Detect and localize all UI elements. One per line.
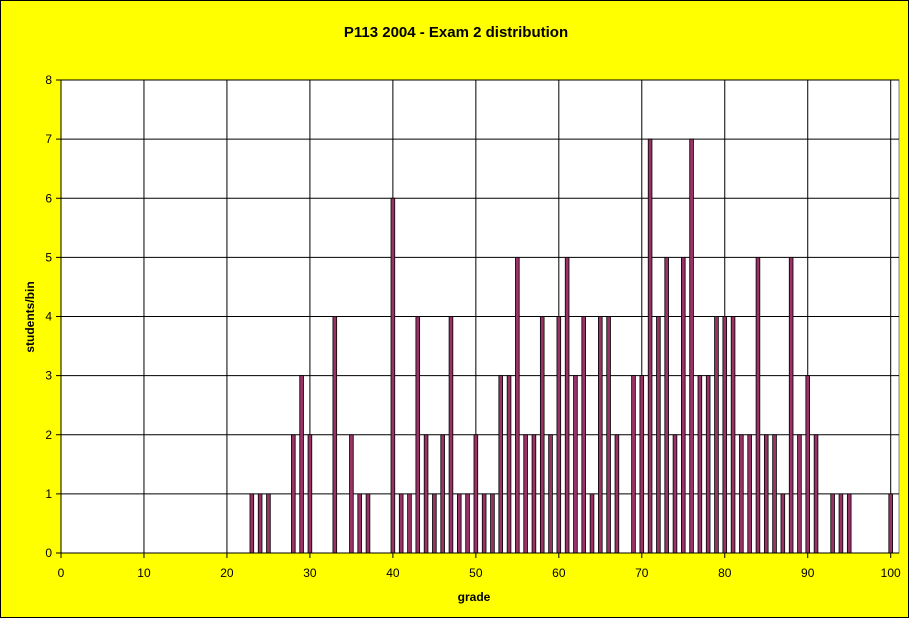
bar (349, 434, 354, 554)
bar (813, 434, 819, 554)
bar (291, 434, 296, 554)
bar (647, 138, 653, 554)
bar (780, 493, 786, 554)
bar (730, 316, 736, 554)
bar (556, 316, 562, 554)
bar (672, 434, 678, 554)
bar (722, 316, 728, 554)
x-tick-label: 100 (881, 566, 901, 580)
axes (56, 79, 899, 558)
bar (448, 316, 454, 554)
bar (614, 434, 620, 554)
bar (689, 138, 694, 554)
x-tick-label: 80 (718, 566, 732, 580)
bar (755, 256, 761, 554)
bar (797, 434, 802, 554)
bar (407, 493, 412, 554)
y-tick-label: 8 (45, 73, 52, 87)
bar (763, 434, 769, 554)
x-tick-label: 50 (469, 566, 483, 580)
bar (697, 375, 703, 554)
bar (390, 197, 396, 554)
bar (498, 375, 504, 554)
y-tick-label: 6 (45, 191, 52, 205)
y-tick-label: 2 (45, 428, 52, 442)
bar (423, 434, 429, 554)
bar (299, 375, 304, 554)
bar (548, 434, 553, 554)
bar (365, 493, 371, 554)
y-axis-title: students/bin (23, 281, 37, 352)
bar (739, 434, 744, 554)
bar (705, 375, 711, 554)
bar (573, 375, 578, 554)
bar (432, 493, 437, 554)
bar (440, 434, 445, 554)
bar (515, 256, 520, 554)
x-axis-title: grade (458, 590, 491, 604)
x-tick-label: 90 (801, 566, 815, 580)
bar (398, 493, 404, 554)
bar (598, 316, 603, 554)
bar (539, 316, 545, 554)
bar (888, 493, 893, 554)
x-tick-label: 40 (386, 566, 400, 580)
x-tick-label: 60 (552, 566, 566, 580)
y-tick-label: 3 (45, 369, 52, 383)
x-tick-label: 70 (635, 566, 649, 580)
x-tick-label: 20 (220, 566, 234, 580)
bar (531, 434, 537, 554)
bar (664, 256, 669, 554)
bar (266, 493, 271, 554)
bar (772, 434, 777, 554)
x-tick-label: 30 (303, 566, 317, 580)
bar (473, 434, 479, 554)
chart-title: P113 2004 - Exam 2 distribution (344, 24, 568, 41)
bar (490, 493, 495, 554)
bar (307, 434, 313, 554)
y-tick-label: 7 (45, 132, 52, 146)
bar (639, 375, 645, 554)
bar (656, 316, 661, 554)
y-tick-labels: 0 1 2 3 4 5 6 7 8 (45, 73, 52, 560)
bar (481, 493, 487, 554)
bar (846, 493, 852, 554)
bar (523, 434, 528, 554)
y-tick-label: 5 (45, 250, 52, 264)
bar (564, 256, 570, 554)
bar (805, 375, 810, 554)
bar (357, 493, 362, 554)
bar (606, 316, 611, 554)
bar (581, 316, 586, 554)
bar (714, 316, 719, 554)
x-tick-labels: 0 10 20 30 40 50 60 70 80 90 100 (58, 566, 901, 580)
y-tick-label: 0 (45, 546, 52, 560)
x-tick-label: 10 (137, 566, 151, 580)
bar (332, 316, 338, 554)
bar (249, 493, 255, 554)
x-tick-label: 0 (58, 566, 65, 580)
bar (257, 493, 263, 554)
bar (788, 256, 794, 554)
bar (631, 375, 636, 554)
bar (838, 493, 844, 554)
bar (465, 493, 470, 554)
bar (747, 434, 752, 554)
y-tick-label: 1 (45, 487, 52, 501)
bar (681, 256, 686, 554)
y-tick-label: 4 (45, 310, 52, 324)
bar (589, 493, 595, 554)
bar (456, 493, 462, 554)
bar (506, 375, 512, 554)
bar (415, 316, 421, 554)
bar (830, 493, 835, 554)
